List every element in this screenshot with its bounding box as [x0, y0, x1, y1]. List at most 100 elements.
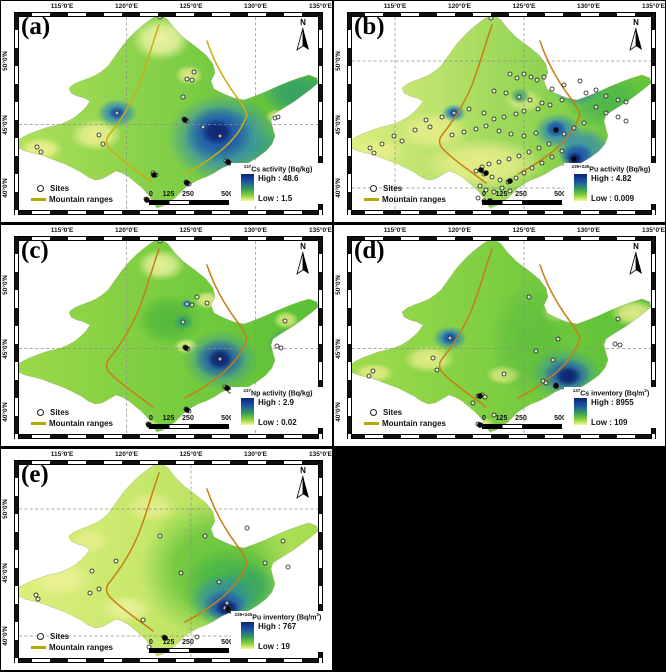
- site-marker: [370, 368, 376, 374]
- latitude-tick-label: 45°0'N: [2, 114, 9, 135]
- ramp-title: 137Cs inventory (Bq/m2): [572, 388, 650, 398]
- site-marker: [477, 183, 483, 189]
- map-svg: [19, 17, 318, 210]
- site-marker: [529, 165, 535, 171]
- site-cluster-marker: [225, 159, 231, 165]
- scale-tick: 125: [495, 191, 508, 198]
- color-ramp-legend: 239+240Pu activity (Bq/kg) High : 4.82 L…: [564, 163, 658, 205]
- scale-tick: 500: [221, 639, 233, 646]
- map-legend: Sites Mountain ranges: [31, 407, 113, 429]
- scale-tick: 250: [515, 415, 527, 422]
- sites-label: Sites: [50, 632, 70, 641]
- panel-letter: (b): [354, 13, 385, 40]
- north-label: N: [300, 466, 306, 475]
- site-cluster-marker: [225, 606, 231, 612]
- panel-letter: (a): [21, 13, 51, 40]
- scale-tick: 0: [149, 415, 153, 422]
- longitude-tick-label: 120°0'E: [115, 3, 138, 10]
- ramp-body: High : 48.6 Low : 1.5: [241, 174, 325, 203]
- site-marker: [473, 126, 479, 132]
- site-marker: [550, 357, 556, 363]
- site-marker: [379, 141, 385, 147]
- region-outline: [352, 17, 651, 209]
- site-marker: [430, 355, 436, 361]
- site-marker: [571, 125, 577, 131]
- isotope-superscript: 237: [243, 388, 252, 393]
- site-marker: [623, 99, 629, 105]
- site-marker: [536, 145, 542, 151]
- site-marker: [475, 195, 481, 201]
- site-cluster-marker: [483, 170, 489, 176]
- site-marker: [546, 141, 552, 147]
- site-marker-icon: [37, 185, 44, 192]
- site-marker: [470, 400, 476, 406]
- map-area: (e) N Sites Mountain ranges: [19, 461, 325, 658]
- site-marker: [521, 170, 527, 176]
- site-marker: [555, 336, 561, 342]
- color-ramp-legend: 137Cs activity (Bq/kg) High : 48.6 Low :…: [231, 163, 325, 205]
- scale-tick: 0: [149, 191, 153, 198]
- latitude-tick-label: 45°0'N: [2, 562, 9, 583]
- mountain-range-east: [184, 488, 248, 623]
- site-marker: [423, 117, 429, 123]
- map-legend: Sites Mountain ranges: [364, 183, 446, 205]
- map-panel-d: 115°0'E 120°0'E 125°0'E 130°0'E 135°0'E 50°0…: [334, 225, 665, 446]
- latitude-tick-label: 40°0'N: [2, 178, 9, 198]
- legend-sites-row: Sites: [364, 183, 446, 194]
- site-cluster-marker: [553, 127, 559, 133]
- map-frame: (c) N Sites Mountain ranges: [14, 236, 325, 439]
- ramp-title: 239+240Pu inventory (Bq/m2): [234, 612, 322, 622]
- latitude-tick-label: 50°0'N: [335, 275, 342, 295]
- color-ramp: [241, 622, 254, 650]
- ramp-low-label: Low : 109: [591, 418, 628, 428]
- legend-sites-row: Sites: [31, 407, 113, 418]
- isotope-superscript: 239+240: [234, 612, 253, 617]
- ramp-body: High : 2.9 Low : 0.02: [241, 398, 325, 427]
- site-marker: [593, 87, 599, 93]
- scale-tick: 250: [182, 191, 194, 198]
- site-marker: [482, 394, 488, 400]
- frame-tick-band-right: [318, 236, 323, 439]
- site-marker: [191, 69, 197, 75]
- map-frame: (e) N Sites Mountain ranges: [14, 460, 325, 663]
- panel-letter: (c): [21, 237, 49, 264]
- site-marker: [224, 600, 230, 606]
- site-marker: [96, 586, 102, 592]
- site-marker: [583, 90, 589, 96]
- longitude-tick-label: 130°0'E: [577, 3, 600, 10]
- ramp-labels: High : 2.9 Low : 0.02: [258, 398, 297, 427]
- site-marker: [189, 77, 195, 83]
- frame-tick-band-bottom: [14, 658, 323, 663]
- ramp-low-label: Low : 1.5: [258, 194, 293, 204]
- longitude-tick-label: 125°0'E: [179, 451, 203, 458]
- scale-tick: 125: [495, 415, 508, 422]
- site-marker: [275, 114, 281, 120]
- mountain-range-east: [184, 40, 248, 175]
- color-ramp: [241, 398, 254, 426]
- ramp-title: 239+240Pu activity (Bq/kg): [571, 164, 651, 174]
- site-marker: [623, 118, 629, 124]
- site-marker: [216, 579, 222, 585]
- unit-superscript: 2: [316, 612, 319, 617]
- frame-tick-band-top: [347, 12, 656, 17]
- site-marker: [204, 300, 210, 306]
- scale-tick: 500: [221, 415, 233, 422]
- scale-bar-rule: [482, 424, 562, 429]
- panel-letter: (e): [21, 461, 49, 488]
- site-marker: [521, 71, 527, 77]
- site-marker: [617, 342, 623, 348]
- longitude-tick-label: 115°0'E: [383, 3, 407, 10]
- site-cluster-marker: [553, 383, 559, 389]
- latitude-tick-label: 45°0'N: [2, 338, 9, 359]
- site-marker: [439, 114, 445, 120]
- frame-tick-band-bottom: [347, 210, 656, 215]
- frame-tick-band-top: [347, 236, 656, 241]
- site-marker: [507, 188, 513, 194]
- ramp-title: 137Cs activity (Bq/kg): [243, 164, 313, 174]
- site-marker: [33, 592, 39, 598]
- site-marker: [549, 86, 555, 92]
- site-marker: [427, 124, 433, 130]
- site-marker: [399, 138, 405, 144]
- site-marker: [466, 106, 472, 112]
- region-outline: [352, 241, 651, 433]
